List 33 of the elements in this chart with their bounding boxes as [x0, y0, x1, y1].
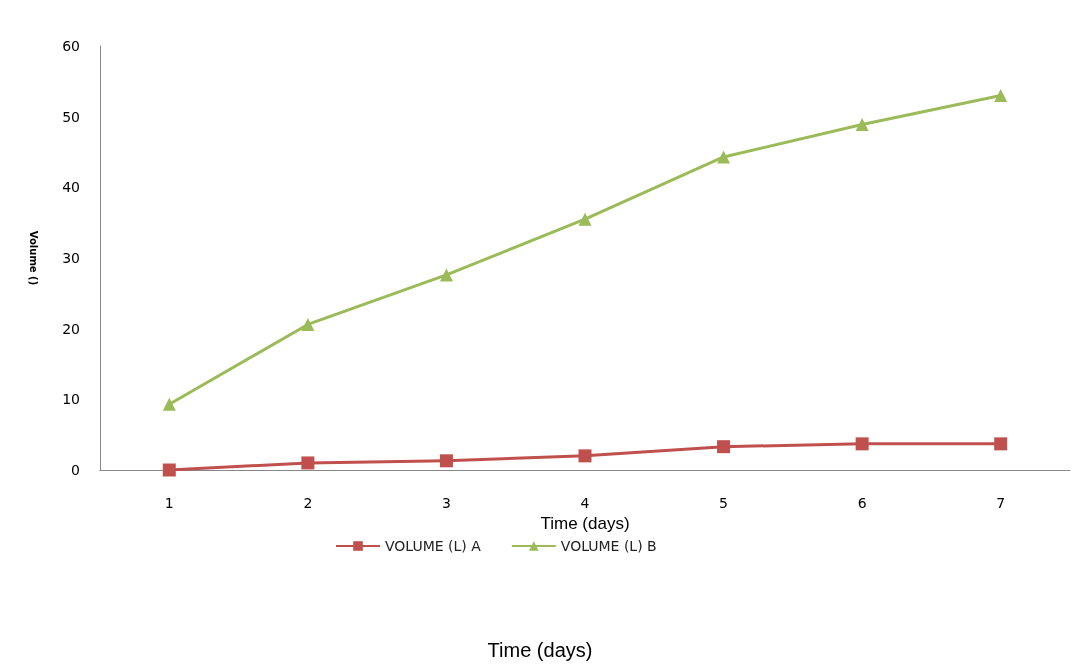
point — [717, 150, 731, 164]
x-axis-title: Time (days) — [540, 513, 630, 533]
y-tick-label: 30 — [62, 250, 80, 266]
point — [717, 440, 731, 454]
x-tick-label: 4 — [580, 495, 590, 511]
point — [439, 268, 453, 282]
point — [162, 463, 176, 477]
point — [162, 397, 176, 411]
x-tick-label: 2 — [303, 495, 313, 511]
point — [855, 437, 869, 451]
point — [578, 449, 592, 463]
legend-label: VOLUME (L) B — [560, 538, 657, 554]
x-tick-label: 7 — [996, 495, 1006, 511]
point — [994, 437, 1008, 451]
y-tick-label: 0 — [71, 462, 80, 478]
y-tick-label: 10 — [62, 391, 80, 408]
point — [994, 88, 1008, 102]
y-tick-label: 50 — [62, 108, 80, 125]
y-tick-label: 60 — [62, 38, 80, 54]
legend-label: VOLUME (L) A — [385, 538, 482, 554]
point — [855, 117, 869, 131]
x-tick-label: 1 — [164, 495, 174, 511]
y-tick-label: 20 — [62, 320, 80, 337]
x-tick-label: 5 — [719, 495, 729, 511]
x-tick-label: 3 — [441, 495, 451, 511]
x-tick-label: 6 — [857, 495, 867, 511]
point — [301, 317, 315, 331]
text: Time (days) — [487, 639, 593, 661]
y-tick-label: 40 — [62, 179, 80, 196]
point — [439, 454, 453, 468]
y-axis-title: Volume () — [27, 230, 39, 286]
point — [578, 212, 592, 226]
point — [301, 456, 315, 470]
